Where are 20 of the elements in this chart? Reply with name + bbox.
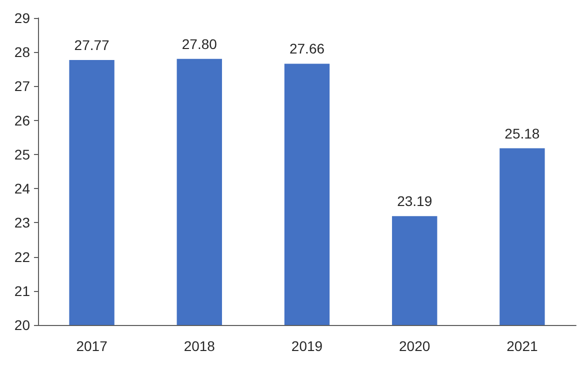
x-tick-label: 2018 [184, 338, 216, 354]
y-tick-label: 24 [14, 180, 30, 197]
data-label: 23.19 [397, 193, 432, 210]
y-tick-label: 20 [14, 317, 30, 333]
x-tick-label: 2021 [506, 338, 538, 354]
y-tick-label: 27 [14, 78, 30, 94]
data-label: 27.77 [74, 36, 110, 53]
x-tick-label: 2017 [76, 338, 108, 354]
x-tick-label: 2020 [399, 338, 430, 354]
data-label: 27.80 [182, 36, 218, 52]
y-tick-label: 23 [14, 214, 30, 231]
data-label: 25.18 [504, 125, 540, 142]
y-tick-label: 28 [14, 44, 30, 60]
y-tick-label: 26 [14, 112, 30, 128]
x-tick-label: 2019 [291, 338, 323, 354]
y-tick-label: 29 [14, 10, 30, 26]
y-tick-label: 22 [14, 248, 30, 265]
y-tick-label: 25 [14, 146, 30, 162]
y-tick-label: 21 [14, 282, 30, 299]
data-label: 27.66 [289, 40, 325, 57]
